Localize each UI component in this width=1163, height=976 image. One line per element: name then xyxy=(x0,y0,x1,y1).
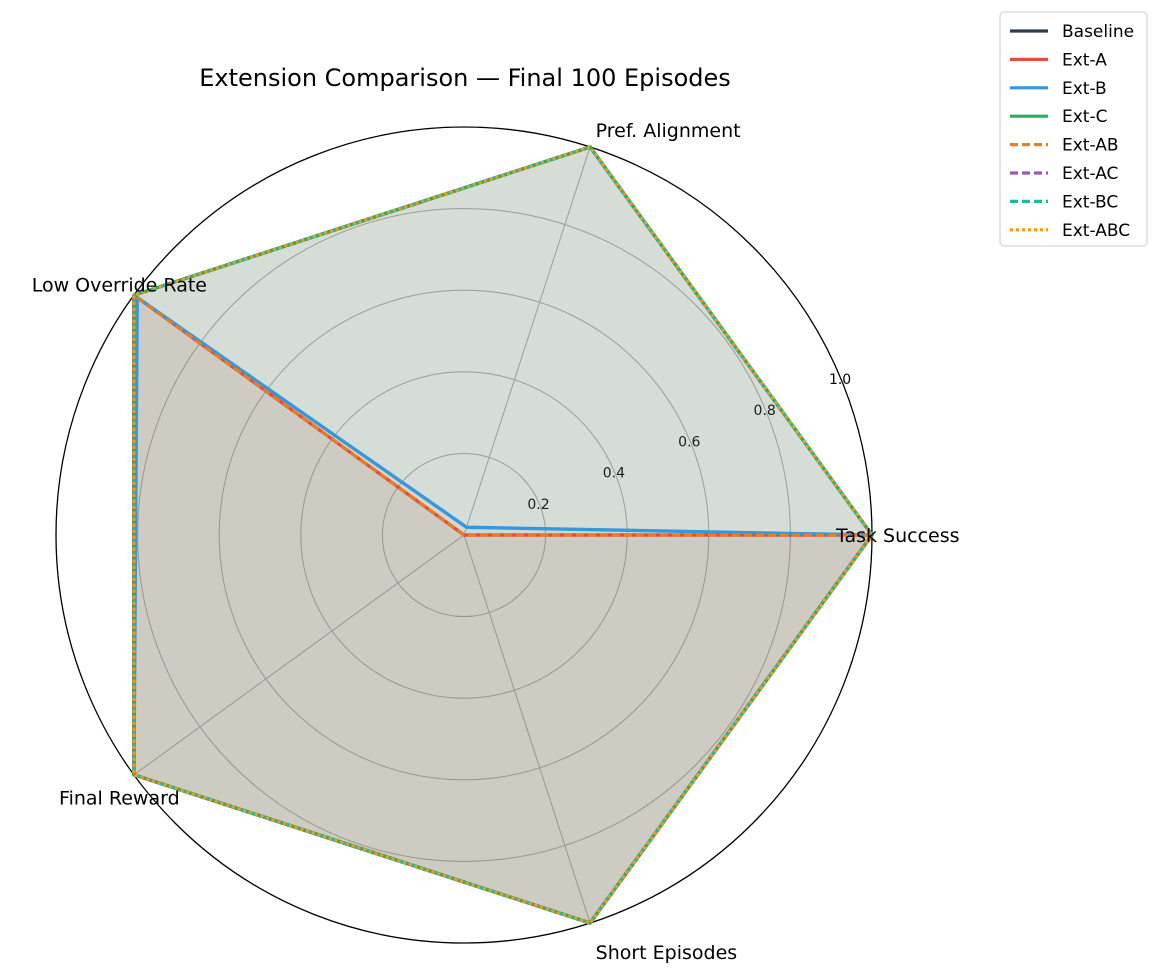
series-line-ext-abc xyxy=(132,145,874,925)
axis-label-final-reward: Final Reward xyxy=(59,787,180,809)
legend-label-ext-abc: Ext-ABC xyxy=(1062,221,1130,241)
spoke-short-episodes xyxy=(463,534,591,924)
axis-label-short-episodes: Short Episodes xyxy=(596,942,738,964)
axis-label-pref-alignment: Pref. Alignment xyxy=(596,120,741,142)
legend-frame xyxy=(999,11,1148,247)
r-tick-label: 0.4 xyxy=(603,466,625,482)
series-fill-ext-a xyxy=(133,295,873,924)
r-tick-label: 0.8 xyxy=(754,403,776,419)
legend-label-ext-c: Ext-C xyxy=(1062,107,1107,127)
legend-label-ext-bc: Ext-BC xyxy=(1062,192,1118,212)
series-fill-ext-b xyxy=(133,297,873,924)
legend-label-ext-a: Ext-A xyxy=(1062,50,1107,70)
r-tick-label: 1.0 xyxy=(829,372,851,388)
r-tick-label: 0.2 xyxy=(527,497,549,513)
axis-label-task-success: Task Success xyxy=(835,525,960,547)
axis-labels: Task Success Pref. Alignment Low Override … xyxy=(32,120,960,964)
legend-label-ext-ab: Ext-AB xyxy=(1062,136,1119,156)
series-lines xyxy=(132,145,874,925)
legend-label-baseline: Baseline xyxy=(1062,22,1134,42)
chart-title: Extension Comparison — Final 100 Episode… xyxy=(199,64,731,92)
series-fill-ext-ab xyxy=(133,295,873,924)
r-tick-label: 0.6 xyxy=(678,434,700,450)
spoke-final-reward xyxy=(133,534,465,776)
legend: Baseline Ext-A Ext-B Ext-C Ext-AB Ext-AC Ext-B… xyxy=(999,11,1148,247)
spoke-pref-alignment xyxy=(463,146,591,536)
legend-label-ext-ac: Ext-AC xyxy=(1062,164,1118,184)
legend-label-ext-b: Ext-B xyxy=(1062,79,1107,99)
axis-label-low-override-rate: Low Override Rate xyxy=(32,275,207,297)
